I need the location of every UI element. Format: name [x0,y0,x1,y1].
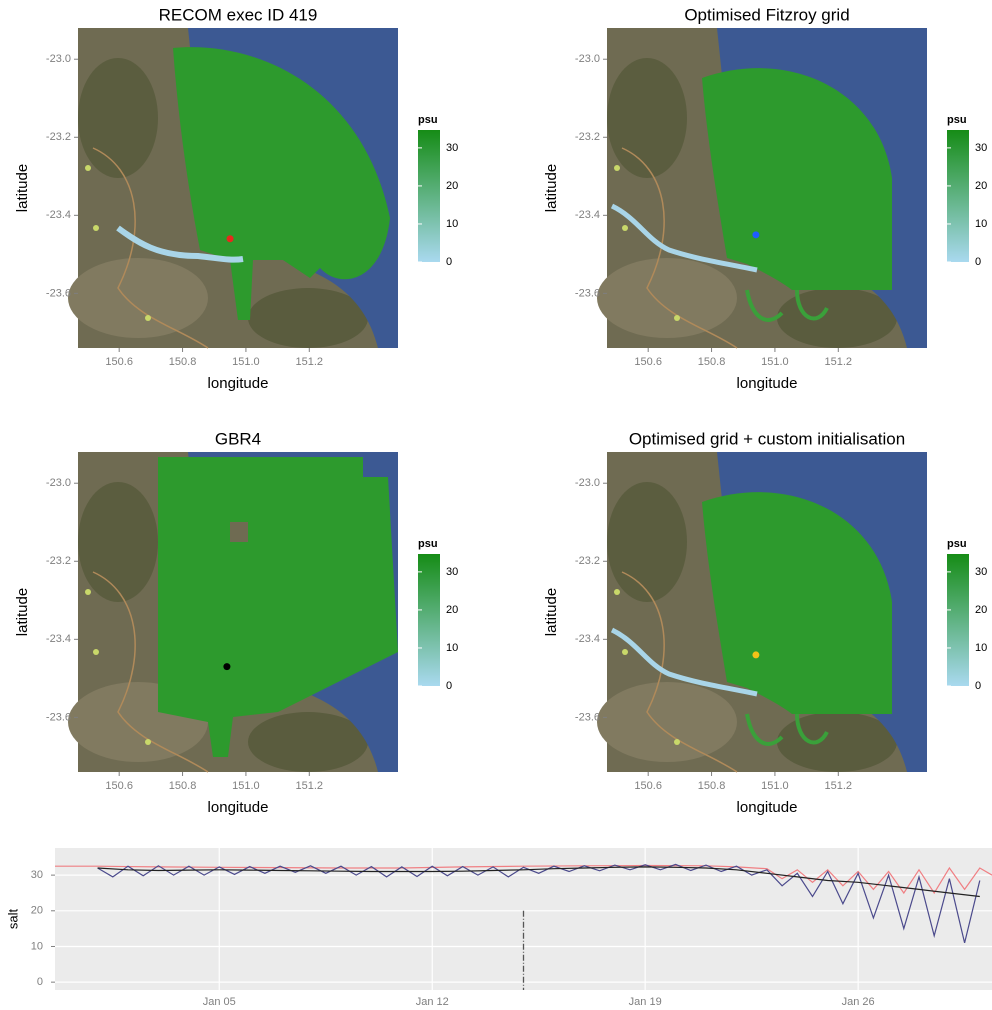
station-point [752,651,760,659]
x-tick-label: 150.6 [105,356,133,368]
y-axis-label: latitude [14,588,31,636]
x-tick-label: 150.6 [634,356,662,368]
y-tick-label: 20 [31,905,43,917]
legend-title: psu [947,538,967,550]
station-point [223,663,231,671]
colorbar-label: 20 [446,180,458,192]
y-tick-label: -23.2 [46,555,71,567]
legend-title: psu [418,114,438,126]
y-axis-label: salt [5,908,20,929]
y-axis-label: latitude [14,164,31,212]
legend-title: psu [947,114,967,126]
panel-title: Optimised Fitzroy grid [684,5,849,24]
y-tick-label: -23.6 [575,287,600,299]
y-tick-label: -23.6 [46,711,71,723]
y-tick-label: -23.4 [575,209,600,221]
y-tick-label: -23.4 [46,633,71,645]
colorbar [947,554,969,686]
x-axis-label: longitude [737,375,798,392]
panel-title: Optimised grid + custom initialisation [629,429,905,448]
x-tick-label: Jan 26 [842,996,875,1008]
x-tick-label: 150.8 [169,780,197,792]
x-tick-label: 150.6 [634,780,662,792]
x-tick-label: Jan 12 [416,996,449,1008]
series-line [97,866,980,898]
colorbar [418,554,440,686]
colorbar-label: 20 [975,180,987,192]
y-tick-label: 10 [31,940,43,952]
x-tick-label: 151.0 [761,780,789,792]
x-tick-label: 150.8 [169,356,197,368]
colorbar-label: 0 [446,256,452,268]
x-tick-label: 151.0 [232,356,260,368]
x-axis-label: longitude [208,799,269,816]
x-axis-label: longitude [737,799,798,816]
x-tick-label: 150.8 [698,780,726,792]
x-tick-label: 150.8 [698,356,726,368]
colorbar-label: 30 [975,566,987,578]
panel-title: GBR4 [215,429,261,448]
x-axis-label: longitude [208,375,269,392]
y-tick-label: -23.0 [575,477,600,489]
x-tick-label: 151.2 [296,780,324,792]
colorbar-label: 10 [446,642,458,654]
colorbar-label: 30 [975,142,987,154]
x-tick-label: 151.0 [232,780,260,792]
x-tick-label: 151.2 [825,356,853,368]
colorbar [418,130,440,262]
colorbar [947,130,969,262]
panel-title: RECOM exec ID 419 [159,5,318,24]
x-tick-label: 151.2 [296,356,324,368]
colorbar-label: 0 [975,256,981,268]
y-tick-label: -23.0 [46,477,71,489]
x-tick-label: 151.2 [825,780,853,792]
colorbar-label: 10 [975,642,987,654]
colorbar-label: 30 [446,142,458,154]
y-tick-label: -23.6 [46,287,71,299]
x-tick-label: Jan 05 [203,996,236,1008]
colorbar-label: 30 [446,566,458,578]
y-tick-label: -23.4 [575,633,600,645]
colorbar-label: 20 [446,604,458,616]
station-point [226,235,234,243]
colorbar-label: 10 [975,218,987,230]
series-line [97,863,981,944]
station-point [752,231,760,239]
series-line [55,864,992,895]
colorbar-label: 20 [975,604,987,616]
y-axis-label: latitude [543,164,560,212]
x-tick-label: 150.6 [105,780,133,792]
x-tick-label: 151.0 [761,356,789,368]
y-tick-label: -23.0 [46,53,71,65]
colorbar-label: 10 [446,218,458,230]
y-tick-label: -23.2 [575,555,600,567]
y-tick-label: -23.2 [46,131,71,143]
colorbar-label: 0 [975,680,981,692]
legend-title: psu [418,538,438,550]
y-tick-label: -23.2 [575,131,600,143]
x-tick-label: Jan 19 [629,996,662,1008]
y-tick-label: -23.6 [575,711,600,723]
y-tick-label: 30 [31,869,43,881]
y-tick-label: -23.0 [575,53,600,65]
colorbar-label: 0 [446,680,452,692]
y-tick-label: 0 [37,976,43,988]
y-tick-label: -23.4 [46,209,71,221]
y-axis-label: latitude [543,588,560,636]
